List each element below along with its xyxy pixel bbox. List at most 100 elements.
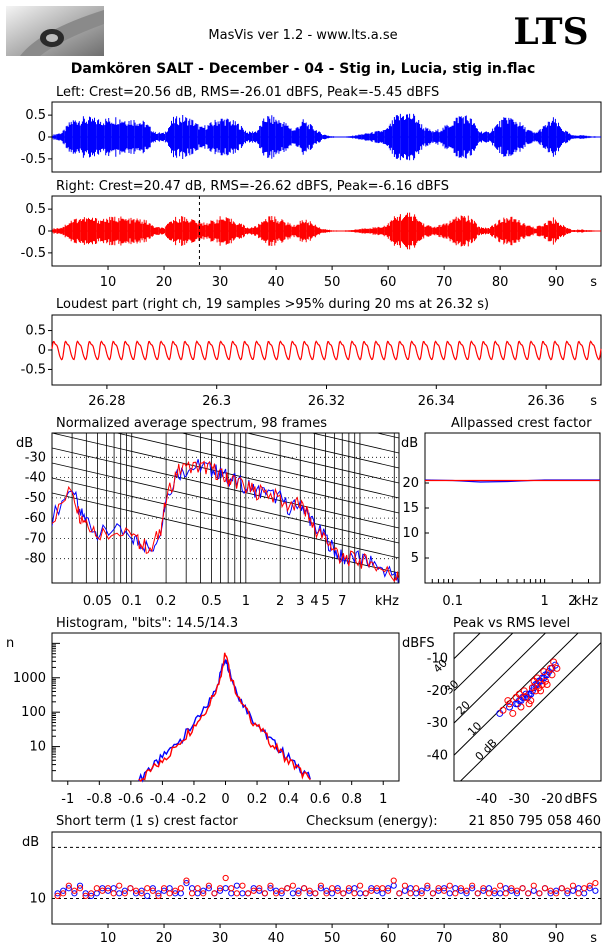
left-ytick: 0	[38, 130, 46, 145]
loudest-title: Loudest part (right ch, 19 samples >95% …	[56, 297, 489, 312]
peak-rms-point-right	[520, 687, 528, 695]
allpass-xtick: 0.1	[442, 594, 463, 609]
checksum-label: Checksum (energy):	[306, 814, 438, 829]
crest-short-point-right	[216, 885, 224, 892]
histogram-xtick: 0.4	[278, 792, 299, 807]
crest-short-point-left	[121, 887, 128, 894]
crest-short-point-right	[418, 890, 425, 897]
crest-short-point-right	[256, 885, 263, 892]
crest-short-point-left	[513, 890, 521, 897]
crest-short-point-left	[575, 885, 582, 892]
crest-short-point-left	[239, 890, 246, 897]
crest-short-point-left	[222, 885, 229, 892]
crest-short-point-right	[250, 887, 257, 894]
crest-short-point-right	[188, 890, 196, 897]
crest-short-point-right	[396, 890, 403, 897]
crest-short-point-left	[351, 885, 358, 892]
spectrum-ytick: -50	[25, 491, 46, 506]
allpass-xtick: kHz	[574, 594, 598, 609]
crest-short-point-right	[99, 887, 106, 894]
crest-short-point-right	[228, 885, 235, 892]
crest-short-point-left	[569, 887, 577, 894]
spectrum-right-curve	[52, 460, 399, 583]
crest-short-point-right	[469, 882, 476, 889]
crest-short-point-right	[132, 887, 140, 894]
crest-short-point-left	[345, 887, 353, 894]
crest-short-point-left	[452, 885, 459, 892]
crest-short-point-right	[306, 887, 313, 894]
crest-short-point-right	[166, 890, 173, 897]
spectrum-grid-slope	[52, 343, 399, 423]
crest-short-point-left	[76, 882, 84, 889]
crest-short-point-right	[244, 890, 252, 897]
allpass-ytick: 5	[411, 551, 419, 566]
histogram-xtick: 0.8	[341, 792, 362, 807]
crest-short-point-right	[536, 890, 543, 897]
crest-short-point-right	[586, 882, 593, 889]
right-xtick: 80	[492, 275, 509, 290]
crest-short-point-right	[429, 890, 437, 897]
peak-rms-point-right	[532, 687, 540, 695]
loudest-waveform	[51, 340, 602, 361]
loudest-xunit: s	[590, 394, 597, 409]
crest-short-point-left	[530, 887, 537, 894]
crest-short-point-right	[160, 885, 168, 892]
right-xunit: s	[590, 275, 597, 290]
crest-short-point-right	[71, 887, 78, 894]
peak-rms-diagonal-label: 10	[465, 719, 484, 738]
crest-short-point-right	[362, 890, 369, 897]
crest-short-point-left	[379, 890, 386, 897]
histogram-right-curve	[138, 652, 311, 783]
crest-short-point-left	[469, 885, 476, 892]
crest-short-xtick: 60	[380, 931, 397, 946]
crest-short-frame	[51, 831, 602, 925]
spectrum-xtick: 0.5	[201, 594, 222, 609]
spectrum-xtick: 3	[296, 594, 304, 609]
peak-rms-ytick: -30	[427, 716, 448, 731]
spectrum-xtick: 5	[321, 594, 329, 609]
crest-short-point-left	[228, 890, 235, 897]
histogram-ytick: 100	[21, 705, 46, 720]
crest-short-point-right	[183, 877, 190, 884]
crest-short-xtick: 90	[548, 931, 565, 946]
peak-rms-diagonal	[454, 633, 481, 660]
peak-rms-point-right	[541, 677, 549, 685]
loudest-xtick: 26.32	[308, 394, 345, 409]
crest-short-point-right	[379, 885, 386, 892]
peak-rms-diagonal-label: 20	[454, 698, 473, 717]
peak-rms-point-right	[553, 664, 561, 672]
crest-short-point-right	[485, 890, 493, 897]
crest-short-point-right	[312, 890, 319, 897]
peak-rms-point-right	[506, 700, 514, 708]
crest-short-point-right	[88, 890, 95, 897]
crest-short-point-right	[480, 885, 487, 892]
crest-short-point-left	[65, 885, 72, 892]
spectrum-grid-slope	[52, 253, 399, 333]
right-ytick: 0	[38, 224, 46, 239]
crest-short-point-left	[155, 890, 162, 897]
crest-short-point-right	[300, 885, 308, 892]
crest-short-point-right	[172, 887, 179, 894]
right-xtick: 40	[268, 275, 285, 290]
peak-rms-diagonal	[454, 633, 514, 692]
crest-short-point-left	[166, 885, 173, 892]
crest-short-point-right	[491, 887, 498, 894]
spectrum-ytick: -70	[25, 531, 46, 546]
spectrum-grid-slope	[115, 433, 399, 499]
crest-short-point-right	[323, 890, 330, 897]
crest-short-point-right	[385, 887, 392, 894]
peak-rms-point-right	[533, 674, 541, 682]
right-xtick: 50	[324, 275, 341, 290]
crest-short-point-right	[407, 890, 414, 897]
crest-short-point-right	[116, 882, 123, 889]
crest-short-point-left	[289, 890, 296, 897]
crest-short-point-left	[160, 887, 168, 894]
histogram-xtick: 0.2	[247, 792, 268, 807]
crest-short-point-right	[435, 885, 442, 892]
loudest-ytick: 0	[38, 343, 46, 358]
spectrum-ytick: -60	[25, 511, 46, 526]
crest-short-point-right	[357, 882, 364, 889]
crest-short-point-right	[267, 882, 274, 889]
crest-short-point-right	[340, 890, 347, 897]
crest-short-point-left	[205, 885, 212, 892]
